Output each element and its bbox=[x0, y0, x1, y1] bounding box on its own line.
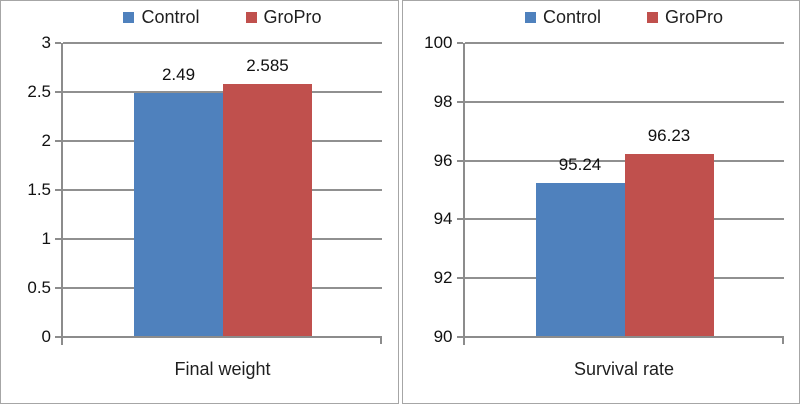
category-label: Survival rate bbox=[573, 359, 675, 379]
y-tick-label: 100 bbox=[424, 33, 453, 52]
legend-swatch-control-icon bbox=[524, 11, 536, 23]
legend-label: GroPro bbox=[665, 6, 724, 27]
y-gridline bbox=[464, 42, 784, 44]
legend-swatch-control-icon bbox=[123, 11, 135, 23]
plot-area: 95.24 96.23 bbox=[456, 42, 784, 345]
x-axis-end-tick bbox=[380, 336, 382, 344]
legend-item-gropro: GroPro bbox=[245, 6, 322, 28]
y-tick-mark bbox=[456, 42, 463, 44]
category-label: Final weight bbox=[174, 359, 271, 379]
plot-area: 2.49 2.585 bbox=[55, 42, 382, 345]
y-tick-label: 96 bbox=[433, 150, 453, 170]
y-gridline bbox=[464, 100, 784, 103]
y-tick-mark bbox=[456, 277, 463, 280]
y-tick-mark bbox=[55, 140, 61, 142]
y-tick-label: 1.5 bbox=[27, 180, 51, 199]
bar-value-label: 2.49 bbox=[161, 64, 196, 84]
bar-control bbox=[535, 182, 625, 337]
y-tick-mark bbox=[456, 100, 463, 103]
y-tick-mark bbox=[55, 42, 61, 44]
x-axis-line bbox=[456, 336, 784, 338]
bar-gropro bbox=[624, 153, 714, 337]
y-tick-mark bbox=[55, 91, 61, 93]
legend-label: Control bbox=[542, 6, 601, 27]
chart-survival-rate: Control GroPro 95.24 96.23 90 92 94 96 98 100 Surv… bbox=[401, 0, 800, 404]
y-tick-label: 98 bbox=[433, 91, 453, 111]
y-tick-mark bbox=[456, 218, 463, 221]
x-axis-line bbox=[55, 336, 382, 338]
y-gridline bbox=[464, 159, 784, 162]
legend: Control GroPro bbox=[465, 5, 784, 29]
x-axis-end-tick bbox=[781, 336, 784, 344]
y-gridline bbox=[63, 91, 382, 93]
y-tick-label: 90 bbox=[433, 327, 453, 346]
y-tick-label: 1 bbox=[41, 229, 51, 248]
y-tick-label: 3 bbox=[41, 33, 51, 52]
bar-gropro bbox=[223, 83, 312, 337]
y-axis-line bbox=[61, 43, 63, 345]
y-tick-mark bbox=[55, 287, 61, 289]
y-tick-label: 0 bbox=[41, 327, 51, 346]
bar-value-label: 2.585 bbox=[246, 55, 289, 75]
legend-item-control: Control bbox=[123, 6, 200, 28]
legend-swatch-gropro-icon bbox=[647, 11, 658, 23]
y-tick-label: 94 bbox=[433, 209, 453, 229]
y-gridline bbox=[63, 42, 382, 44]
y-axis-line bbox=[462, 43, 465, 345]
legend-item-gropro: GroPro bbox=[647, 7, 723, 28]
y-tick-label: 92 bbox=[433, 268, 453, 288]
legend-label: GroPro bbox=[263, 6, 322, 27]
y-tick-mark bbox=[55, 189, 61, 191]
bar-value-label: 96.23 bbox=[647, 125, 691, 145]
bar-control bbox=[134, 92, 223, 337]
bar-value-label: 95.24 bbox=[558, 154, 602, 174]
y-tick-mark bbox=[55, 238, 61, 240]
y-tick-label: 2.5 bbox=[27, 82, 51, 101]
legend-item-control: Control bbox=[524, 6, 601, 28]
legend: Control GroPro bbox=[63, 5, 382, 29]
legend-swatch-gropro-icon bbox=[245, 11, 257, 23]
y-tick-label: 2 bbox=[41, 131, 51, 150]
y-tick-label: 0.5 bbox=[27, 278, 51, 297]
chart-final-weight: Control GroPro 2.49 2.585 0 0.5 1 1.5 2 2.5 3 Final… bbox=[0, 0, 399, 404]
y-tick-mark bbox=[456, 159, 463, 162]
legend-label: Control bbox=[141, 6, 200, 27]
